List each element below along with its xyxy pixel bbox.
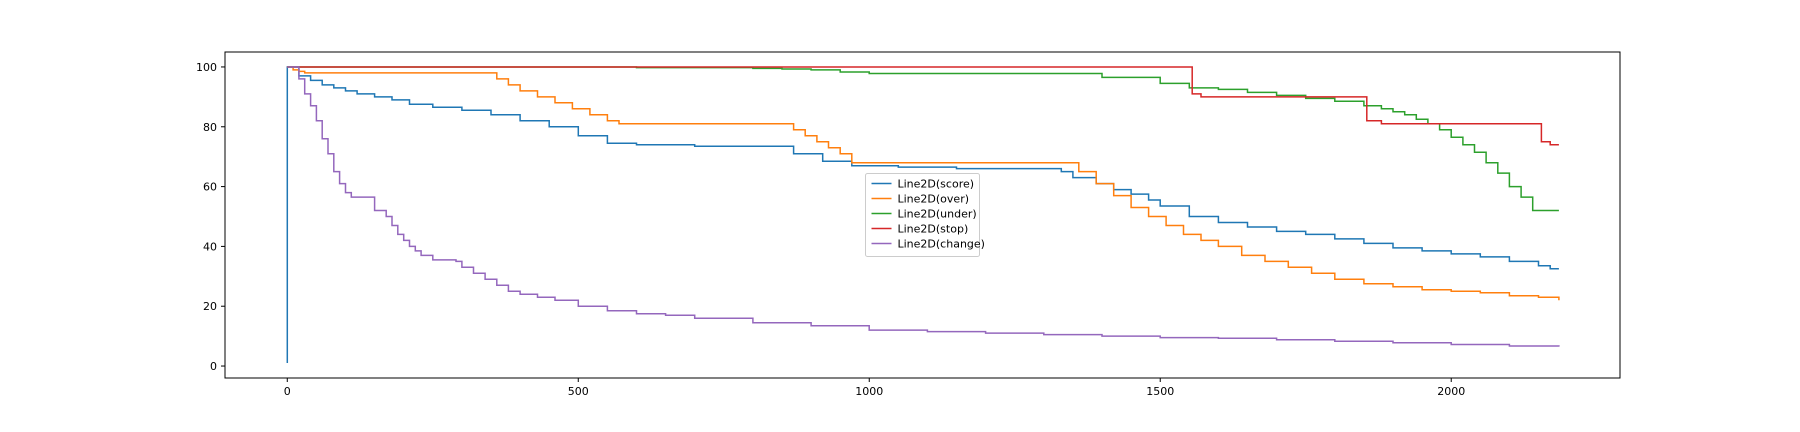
x-tick-label: 1000	[855, 385, 883, 398]
series-line-0	[286, 66, 1559, 363]
y-tick-label: 60	[203, 181, 217, 194]
series-line-1	[287, 66, 1560, 301]
y-tick-label: 40	[203, 240, 217, 253]
series-line-4	[287, 66, 1560, 347]
legend-label: Line2D(over)	[898, 193, 970, 206]
series-line-3	[287, 66, 1559, 146]
x-tick-label: 0	[284, 385, 291, 398]
x-tick-label: 2000	[1437, 385, 1465, 398]
y-tick-label: 100	[196, 61, 217, 74]
y-tick-label: 80	[203, 121, 217, 134]
legend-label: Line2D(stop)	[898, 223, 969, 236]
series-layer	[286, 66, 1560, 363]
x-axis: 0 500 1000 1500 2000	[284, 378, 1465, 398]
y-tick-label: 0	[210, 360, 217, 373]
axes-frame	[224, 51, 1621, 379]
x-tick-label: 1500	[1146, 385, 1174, 398]
legend: Line2D(score) Line2D(over) Line2D(under) Li…	[865, 173, 985, 257]
legend-label: Line2D(change)	[898, 238, 985, 251]
legend-label: Line2D(under)	[898, 208, 977, 221]
y-tick-label: 20	[203, 300, 217, 313]
y-axis: 0 20 40 60 80 100	[196, 61, 225, 373]
x-tick-label: 500	[568, 385, 589, 398]
legend-label: Line2D(score)	[898, 178, 975, 191]
series-line-2	[287, 66, 1559, 212]
legend-box	[865, 173, 980, 257]
